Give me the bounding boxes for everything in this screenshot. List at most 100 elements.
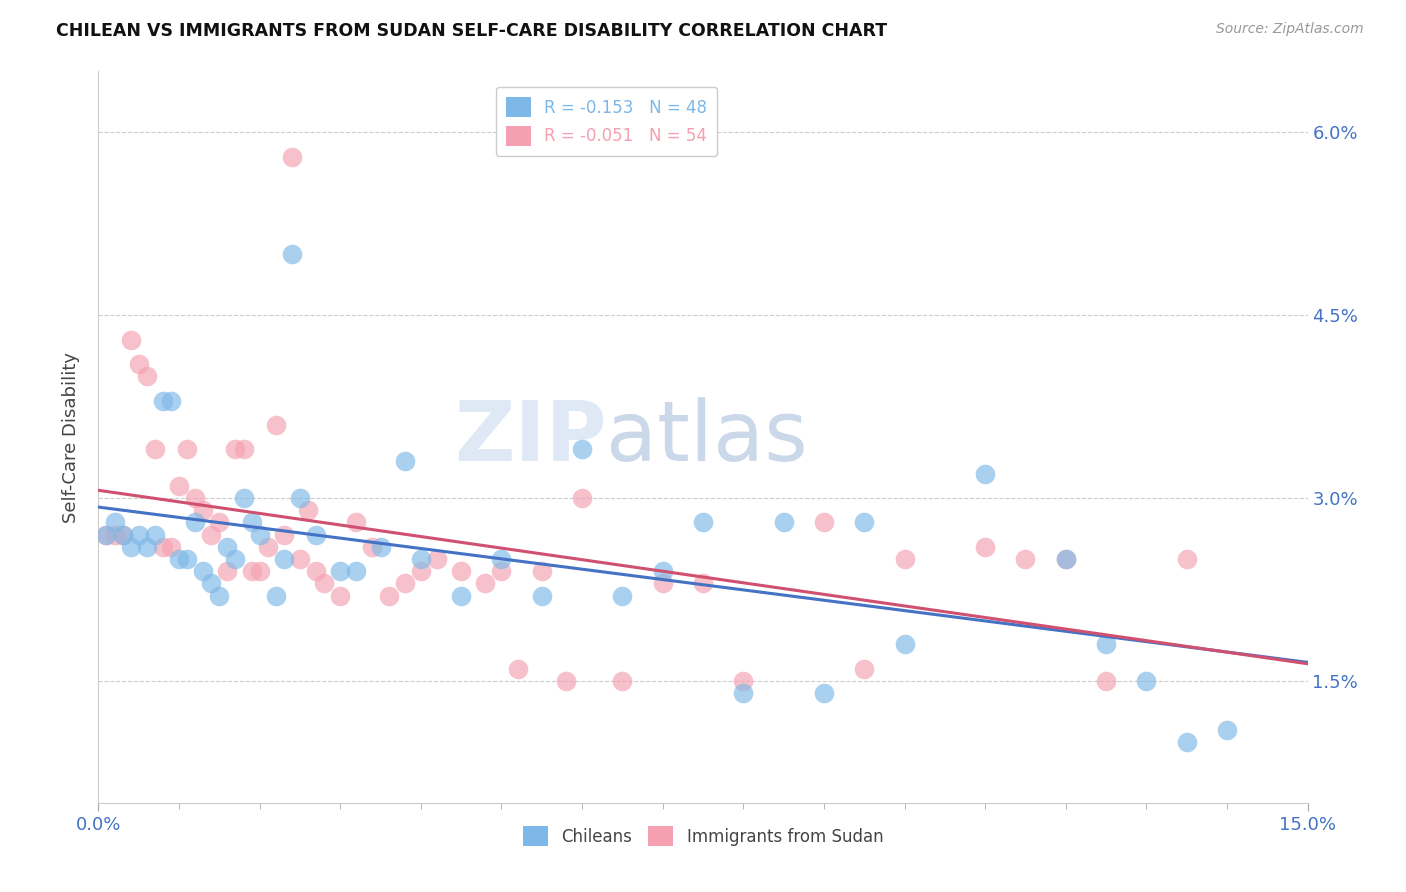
Point — [288, 552, 311, 566]
Point — [176, 442, 198, 457]
Point — [249, 527, 271, 541]
Point — [344, 564, 367, 578]
Legend: Chileans, Immigrants from Sudan: Chileans, Immigrants from Sudan — [516, 820, 890, 853]
Point — [853, 516, 876, 530]
Point — [813, 686, 835, 700]
Point — [1095, 637, 1118, 651]
Point — [733, 686, 755, 700]
Point — [273, 552, 295, 566]
Point — [772, 516, 794, 530]
Point — [96, 527, 118, 541]
Point — [143, 527, 166, 541]
Point — [264, 417, 287, 432]
Point — [1216, 723, 1239, 737]
Point — [474, 576, 496, 591]
Point — [111, 527, 134, 541]
Point — [377, 589, 399, 603]
Point — [160, 393, 183, 408]
Point — [184, 516, 207, 530]
Point — [232, 491, 254, 505]
Point — [120, 333, 142, 347]
Point — [273, 527, 295, 541]
Point — [651, 564, 673, 578]
Point — [281, 247, 304, 261]
Point — [692, 516, 714, 530]
Point — [200, 527, 222, 541]
Point — [491, 564, 513, 578]
Point — [1054, 552, 1077, 566]
Text: atlas: atlas — [606, 397, 808, 477]
Point — [409, 564, 432, 578]
Point — [450, 564, 472, 578]
Point — [240, 516, 263, 530]
Point — [305, 527, 328, 541]
Point — [370, 540, 392, 554]
Point — [135, 369, 157, 384]
Point — [394, 454, 416, 468]
Point — [256, 540, 278, 554]
Text: CHILEAN VS IMMIGRANTS FROM SUDAN SELF-CARE DISABILITY CORRELATION CHART: CHILEAN VS IMMIGRANTS FROM SUDAN SELF-CA… — [56, 22, 887, 40]
Point — [249, 564, 271, 578]
Point — [152, 393, 174, 408]
Point — [853, 662, 876, 676]
Point — [208, 589, 231, 603]
Point — [193, 564, 215, 578]
Point — [152, 540, 174, 554]
Point — [571, 442, 593, 457]
Point — [813, 516, 835, 530]
Point — [103, 516, 125, 530]
Point — [128, 357, 150, 371]
Point — [288, 491, 311, 505]
Point — [240, 564, 263, 578]
Point — [167, 552, 190, 566]
Point — [200, 576, 222, 591]
Point — [409, 552, 432, 566]
Point — [612, 673, 634, 688]
Point — [103, 527, 125, 541]
Point — [555, 673, 578, 688]
Point — [224, 442, 246, 457]
Point — [314, 576, 336, 591]
Point — [394, 576, 416, 591]
Point — [224, 552, 246, 566]
Point — [571, 491, 593, 505]
Point — [651, 576, 673, 591]
Point — [167, 479, 190, 493]
Point — [692, 576, 714, 591]
Point — [893, 552, 915, 566]
Point — [1175, 552, 1198, 566]
Point — [281, 150, 304, 164]
Point — [491, 552, 513, 566]
Point — [974, 467, 997, 481]
Point — [530, 589, 553, 603]
Point — [344, 516, 367, 530]
Point — [733, 673, 755, 688]
Point — [1135, 673, 1157, 688]
Point — [184, 491, 207, 505]
Point — [135, 540, 157, 554]
Point — [1014, 552, 1036, 566]
Point — [217, 540, 239, 554]
Text: Source: ZipAtlas.com: Source: ZipAtlas.com — [1216, 22, 1364, 37]
Point — [264, 589, 287, 603]
Point — [176, 552, 198, 566]
Point — [530, 564, 553, 578]
Point — [297, 503, 319, 517]
Point — [1095, 673, 1118, 688]
Point — [450, 589, 472, 603]
Point — [1175, 735, 1198, 749]
Point — [143, 442, 166, 457]
Text: ZIP: ZIP — [454, 397, 606, 477]
Point — [329, 589, 352, 603]
Point — [329, 564, 352, 578]
Point — [361, 540, 384, 554]
Point — [128, 527, 150, 541]
Point — [120, 540, 142, 554]
Point — [193, 503, 215, 517]
Point — [305, 564, 328, 578]
Point — [160, 540, 183, 554]
Point — [217, 564, 239, 578]
Point — [506, 662, 529, 676]
Point — [96, 527, 118, 541]
Point — [426, 552, 449, 566]
